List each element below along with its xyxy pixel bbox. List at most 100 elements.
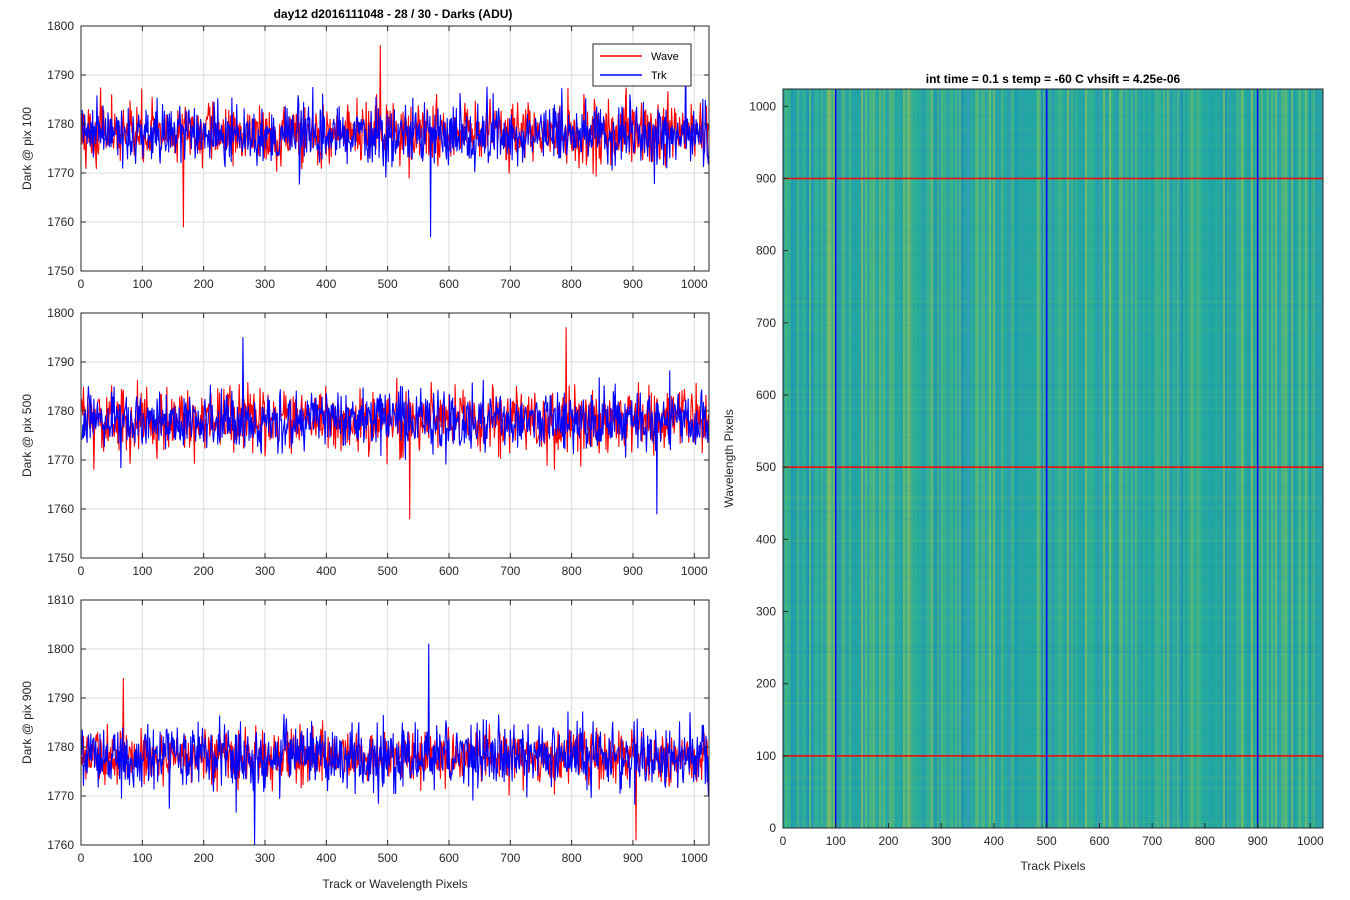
y-axis-label: Dark @ pix 100 (20, 107, 34, 190)
heatmap-row-texture (783, 250, 1323, 253)
heatmap-column (1317, 89, 1320, 828)
heatmap-column (1297, 89, 1300, 828)
heatmap-row-texture (783, 237, 1323, 239)
heatmap-column (1171, 89, 1174, 828)
heatmap-column (1015, 89, 1018, 828)
heatmap-row-texture (783, 391, 1323, 393)
heatmap-column (1159, 89, 1162, 828)
x-tick-label: 600 (439, 277, 459, 291)
heatmap-row-texture (783, 230, 1323, 232)
heatmap-column (1041, 89, 1044, 828)
y-tick-label: 1760 (47, 838, 74, 852)
heatmap-column (1143, 89, 1146, 828)
heatmap-column (783, 89, 786, 828)
heatmap-column (1247, 89, 1250, 828)
heatmap-column (861, 89, 864, 828)
y-tick-label: 1790 (47, 691, 74, 705)
heatmap-column (1023, 89, 1026, 828)
heatmap-row-texture (783, 89, 1323, 91)
heatmap-column (1071, 89, 1074, 828)
heatmap-row-texture (783, 777, 1323, 779)
heatmap-row-texture (783, 195, 1323, 197)
heatmap-row-texture (783, 127, 1323, 130)
heatmap-column (1235, 89, 1238, 828)
heatmap-column (889, 89, 892, 828)
heatmap-column (1059, 89, 1062, 828)
heatmap-column (1187, 89, 1190, 828)
heatmap-row-texture (783, 569, 1323, 571)
plot-frame (80, 25, 710, 272)
heatmap-column (1087, 89, 1090, 828)
heatmap-column (1003, 89, 1006, 828)
heatmap-column (1261, 89, 1264, 828)
heatmap-row-texture (783, 543, 1323, 545)
x-tick-label: 900 (623, 564, 643, 578)
heatmap-column (1061, 89, 1064, 828)
x-tick-label: 500 (1037, 834, 1057, 848)
heatmap-row-texture (783, 403, 1323, 405)
heatmap-column (1283, 89, 1286, 828)
heatmap-column (1097, 89, 1100, 828)
heatmap-column (1213, 89, 1216, 828)
heatmap-column (827, 89, 830, 828)
heatmap-row-texture (783, 599, 1323, 601)
heatmap-column (1131, 89, 1134, 828)
heatmap-column (969, 89, 972, 828)
heatmap-column (929, 89, 932, 828)
heatmap-row-texture (783, 645, 1323, 647)
x-tick-label: 300 (931, 834, 951, 848)
heatmap-column (893, 89, 896, 828)
y-tick-label: 300 (756, 604, 776, 618)
heatmap-row-texture (783, 727, 1323, 729)
plot-frame (80, 312, 710, 559)
heatmap-column (1105, 89, 1108, 828)
heatmap-column (983, 89, 986, 828)
heatmap-row-texture (783, 518, 1323, 520)
heatmap-row-texture (783, 508, 1323, 510)
y-tick-label: 1790 (47, 68, 74, 82)
y-tick-label: 1770 (47, 453, 74, 467)
heatmap-column (1289, 89, 1292, 828)
legend-label-trk: Trk (651, 70, 667, 82)
heatmap-column (939, 89, 942, 828)
heatmap-column (899, 89, 902, 828)
heatmap-column (1267, 89, 1270, 828)
heatmap-column (1111, 89, 1114, 828)
heatmap-row-texture (783, 576, 1323, 578)
y-tick-label: 1000 (749, 99, 776, 113)
heatmap-column (955, 89, 958, 828)
heatmap-row-texture (783, 114, 1323, 117)
heatmap-row-texture (783, 151, 1323, 153)
heatmap-column (869, 89, 872, 828)
legend-box (592, 43, 692, 87)
heatmap-column (1255, 89, 1258, 828)
heatmap-column (1301, 89, 1304, 828)
heatmap-column (1129, 89, 1132, 828)
heatmap-column (953, 89, 956, 828)
y-tick-label: 1770 (47, 166, 74, 180)
heatmap-column (1201, 89, 1204, 828)
heatmap-column (1055, 89, 1058, 828)
heatmap-column (883, 89, 886, 828)
heatmap-column (1285, 89, 1288, 828)
heatmap-column (909, 89, 912, 828)
heatmap-column (1175, 89, 1178, 828)
heatmap-column (867, 89, 870, 828)
heatmap-row-texture (783, 324, 1323, 326)
heatmap-column (885, 89, 888, 828)
heatmap-row-texture (783, 766, 1323, 768)
x-tick-label: 0 (780, 834, 787, 848)
heatmap-column (995, 89, 998, 828)
heatmap-column (1017, 89, 1020, 828)
heatmap-column (1093, 89, 1096, 828)
heatmap-column (1063, 89, 1066, 828)
heatmap-row-texture (783, 521, 1323, 523)
x-tick-label: 200 (194, 277, 214, 291)
x-tick-label: 500 (378, 851, 398, 865)
heatmap-column (901, 89, 904, 828)
y-tick-label: 1810 (47, 593, 74, 607)
heatmap-column (951, 89, 954, 828)
heatmap-column (791, 89, 794, 828)
heatmap-column (991, 89, 994, 828)
y-tick-label: 500 (756, 460, 776, 474)
